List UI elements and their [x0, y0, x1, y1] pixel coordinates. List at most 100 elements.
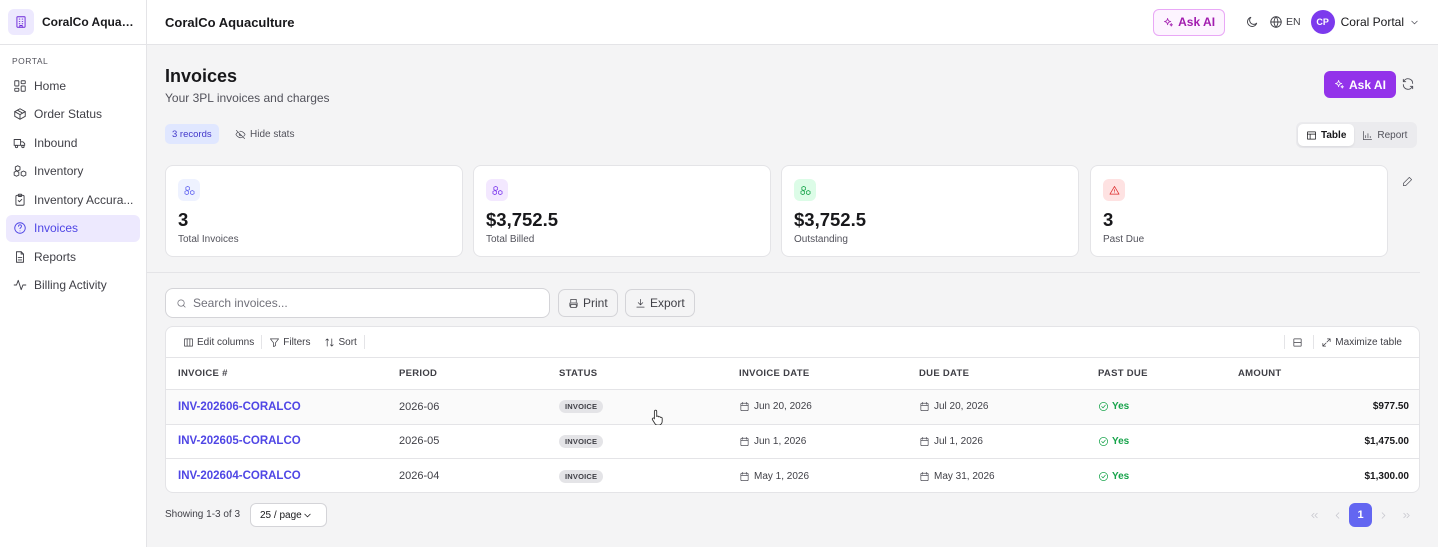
prev-page-icon[interactable]: [1326, 503, 1349, 527]
boxes-icon: [178, 179, 200, 201]
table-row[interactable]: INV-202605-CORALCO 2026-05 INVOICE Jun 1…: [166, 425, 1419, 459]
sidebar-item-label: Inventory: [34, 164, 84, 178]
download-icon: [635, 298, 650, 309]
invoice-link[interactable]: INV-202605-CORALCO: [178, 435, 301, 448]
column-header-due-date[interactable]: DUE DATE: [919, 368, 970, 379]
view-toggle: Table Report: [1296, 122, 1418, 148]
file-text-icon: [13, 250, 34, 264]
section-label: PORTAL: [12, 56, 49, 66]
boxes-icon: [794, 179, 816, 201]
period-cell: 2026-04: [399, 470, 440, 483]
sidebar-item-inventory-accuracy[interactable]: Inventory Accura...: [6, 186, 140, 213]
per-page-value: 25 / page: [260, 509, 302, 521]
amount-cell: $977.50: [1372, 401, 1409, 413]
filters-button[interactable]: Filters: [262, 334, 317, 350]
invoice-link[interactable]: INV-202606-CORALCO: [178, 400, 301, 413]
current-page-button[interactable]: 1: [1349, 503, 1372, 527]
chevron-down-icon[interactable]: [1409, 17, 1420, 28]
top-header: CoralCo Aquaculture Ask AI EN CP Coral P…: [147, 0, 1438, 45]
sidebar-item-inbound[interactable]: Inbound: [6, 129, 140, 156]
column-header-period[interactable]: PERIOD: [399, 368, 438, 379]
next-page-icon[interactable]: [1372, 503, 1395, 527]
stat-card-outstanding: $3,752.5 Outstanding: [781, 165, 1079, 257]
toolbar-separator: [261, 335, 263, 349]
past-due-cell: Yes: [1112, 470, 1130, 482]
ask-ai-button[interactable]: Ask AI: [1324, 71, 1396, 98]
sort-button[interactable]: Sort: [317, 334, 363, 350]
user-name[interactable]: Coral Portal: [1340, 15, 1404, 29]
moon-icon[interactable]: [1245, 15, 1259, 29]
sidebar-item-reports[interactable]: Reports: [6, 243, 140, 270]
stat-value: $3,752.5: [794, 209, 867, 230]
print-button[interactable]: Print: [558, 289, 618, 317]
view-table-label: Table: [1321, 129, 1347, 141]
table-row[interactable]: INV-202606-CORALCO 2026-06 INVOICE Jun 2…: [166, 390, 1419, 425]
language-selector[interactable]: EN: [1269, 15, 1301, 29]
stat-label: Total Billed: [486, 234, 535, 245]
activity-icon: [13, 278, 34, 292]
sidebar-nav: Home Order Status Inbound Inventory Inve…: [0, 72, 146, 299]
sidebar-item-billing-activity[interactable]: Billing Activity: [6, 272, 140, 299]
page-title: Invoices: [165, 66, 238, 86]
first-page-icon[interactable]: [1303, 503, 1326, 527]
sidebar-item-label: Billing Activity: [34, 278, 107, 292]
due-date-cell: May 31, 2026: [934, 470, 995, 482]
sidebar-item-home[interactable]: Home: [6, 72, 140, 99]
truck-icon: [13, 136, 34, 150]
divider: [147, 272, 1420, 273]
stat-card-total-invoices: 3 Total Invoices: [165, 165, 463, 257]
sidebar-item-order-status[interactable]: Order Status: [6, 101, 140, 128]
sidebar-item-inventory[interactable]: Inventory: [6, 158, 140, 185]
maximize-table-button[interactable]: Maximize table: [1314, 334, 1409, 350]
sidebar-item-label: Inbound: [34, 135, 78, 150]
column-header-invoice[interactable]: INVOICE #: [178, 368, 228, 379]
alert-triangle-icon: [1103, 179, 1125, 201]
search-icon: [176, 298, 187, 309]
avatar[interactable]: CP: [1310, 10, 1335, 34]
pencil-icon[interactable]: [1402, 176, 1413, 187]
edit-columns-button[interactable]: Edit columns: [176, 334, 261, 350]
maximize-icon: [1321, 337, 1335, 348]
sidebar-item-label: Home: [34, 78, 67, 93]
amount-cell: $1,300.00: [1364, 470, 1410, 482]
view-report-button[interactable]: Report: [1354, 124, 1415, 146]
refresh-icon[interactable]: [1401, 77, 1415, 91]
export-button[interactable]: Export: [625, 289, 695, 317]
last-page-icon[interactable]: [1395, 503, 1418, 527]
grid-icon: [13, 79, 34, 93]
table-icon: [1306, 130, 1321, 141]
hide-stats-button[interactable]: Hide stats: [235, 124, 294, 144]
export-label: Export: [650, 296, 685, 310]
due-date-cell: Jul 1, 2026: [934, 435, 983, 447]
check-circle-icon: [1098, 401, 1112, 412]
density-icon[interactable]: [1285, 334, 1313, 350]
pagination-summary: Showing 1-3 of 3: [165, 509, 241, 520]
ask-ai-header-button[interactable]: Ask AI: [1153, 8, 1226, 36]
brand-name: CoralCo Aquac...: [42, 15, 138, 29]
stat-value: 3: [1103, 209, 1114, 230]
period-cell: 2026-05: [399, 435, 440, 448]
invoice-link[interactable]: INV-202604-CORALCO: [178, 470, 301, 483]
header-title: CoralCo Aquaculture: [165, 14, 295, 30]
chevron-down-icon: [302, 510, 313, 521]
stat-card-past-due: 3 Past Due: [1090, 165, 1388, 257]
table-row[interactable]: INV-202604-CORALCO 2026-04 INVOICE May 1…: [166, 459, 1419, 492]
column-header-past-due[interactable]: PAST DUE: [1098, 368, 1148, 379]
column-header-invoice-date[interactable]: INVOICE DATE: [739, 368, 810, 379]
columns-icon: [183, 337, 197, 348]
brand[interactable]: CoralCo Aquac...: [0, 0, 146, 45]
sidebar-item-label: Reports: [34, 249, 77, 264]
per-page-select[interactable]: 25 / page: [250, 503, 327, 527]
stat-label: Outstanding: [794, 234, 848, 245]
view-table-button[interactable]: Table: [1298, 124, 1355, 146]
maximize-label: Maximize table: [1335, 336, 1402, 348]
search-box: [165, 288, 550, 318]
pagination: 1: [1303, 503, 1418, 527]
sidebar-item-invoices[interactable]: Invoices: [6, 214, 140, 242]
search-input[interactable]: [193, 296, 523, 310]
column-header-status[interactable]: STATUS: [559, 368, 598, 379]
sort-label: Sort: [338, 336, 357, 348]
sort-icon: [324, 337, 338, 348]
toolbar-separator: [1284, 335, 1286, 349]
column-header-amount[interactable]: AMOUNT: [1238, 368, 1282, 379]
